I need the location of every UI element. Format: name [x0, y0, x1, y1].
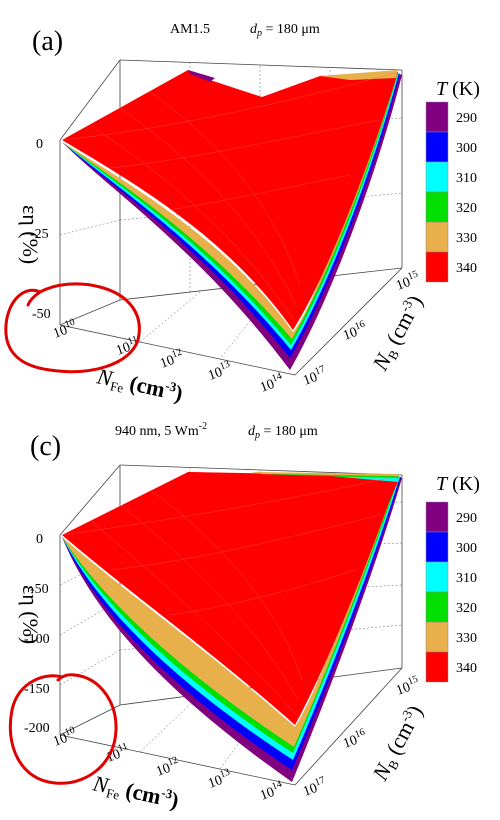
panel-a: (a) AM1.5 dp = 180 μm 0 -25 -50 εη (%) 1…: [4, 22, 480, 408]
z-tick-a-0: 0: [36, 137, 43, 152]
legend-swatch-a-320: [425, 191, 449, 223]
legend-swatch-a-290: [425, 101, 449, 133]
panel-c: (c) 940 nm, 5 Wm-2 dp = 180 μm 0 -50 -10…: [0, 410, 500, 820]
condition-label-c: 940 nm, 5 Wm-2: [115, 421, 207, 439]
legend-label-a-300: 300: [456, 141, 477, 156]
y-axis-label-c: NB (cm-3): [367, 701, 429, 786]
x-axis-label-c: NFe (cm-3): [90, 770, 181, 815]
surface-c: [61, 472, 402, 782]
legend-swatch-c-320: [425, 591, 449, 623]
z-tick-a-2: -50: [32, 307, 51, 322]
legend-title-c: T (K): [436, 473, 480, 495]
legend-swatch-c-290: [425, 501, 449, 533]
surface-layer-340: [62, 70, 398, 330]
y-tick-c-2: 1017: [300, 775, 329, 800]
x-ticks-a: 1010 1011 1012 1013 1014: [50, 317, 286, 396]
legend-label-c-320: 320: [456, 601, 477, 616]
y-ticks-c: 1015 1016 1017: [300, 674, 422, 800]
panel-label-a: (a): [32, 26, 63, 57]
x-tick-a-0: 1010: [50, 317, 79, 342]
legend-a: T (K) 290 300 310 320 330 340: [425, 78, 480, 283]
legend-swatch-a-340: [425, 251, 449, 283]
legend-label-c-330: 330: [456, 631, 477, 646]
x-ticks-c: 1010 1011 1012 1013 1014: [50, 725, 286, 804]
legend-label-c-310: 310: [456, 571, 477, 586]
thickness-label-a: dp = 180 μm: [250, 22, 320, 39]
z-tick-c-2: -100: [24, 632, 50, 647]
condition-label-a: AM1.5: [170, 22, 210, 37]
legend-swatch-a-330: [425, 221, 449, 253]
legend-label-a-290: 290: [456, 111, 477, 126]
x-tick-c-0: 1010: [50, 725, 79, 750]
legend-label-c-340: 340: [456, 661, 477, 676]
z-axis-label-a: εη (%): [18, 205, 43, 264]
x-tick-a-2: 1012: [157, 347, 186, 372]
chart-a-svg: (a) AM1.5 dp = 180 μm 0 -25 -50 εη (%) 1…: [4, 22, 480, 408]
y-tick-c-0: 1015: [393, 674, 422, 699]
surface-layer-330: [62, 476, 398, 747]
legend-label-a-330: 330: [456, 231, 477, 246]
annotation-circle-a: [4, 282, 141, 374]
legend-swatches-a: [425, 101, 449, 283]
chart-c-svg: (c) 940 nm, 5 Wm-2 dp = 180 μm 0 -50 -10…: [8, 421, 480, 815]
legend-label-c-290: 290: [456, 511, 477, 526]
x-tick-c-1: 1011: [103, 741, 131, 766]
y-tick-a-2: 1017: [300, 364, 329, 389]
x-tick-c-3: 1013: [205, 767, 234, 792]
z-axis-label-c: εη (%): [18, 585, 43, 644]
z-tick-c-1: -50: [30, 582, 49, 597]
legend-title-a: T (K): [436, 78, 480, 100]
annotation-circle-c: [8, 673, 118, 785]
legend-swatch-c-340: [425, 651, 449, 683]
x-axis-label-a: NFe (cm-3): [94, 363, 185, 408]
y-axis-label-a: NB (cm-3): [367, 291, 429, 376]
panel-label-c: (c): [30, 431, 61, 462]
z-tick-a-1: -25: [30, 227, 49, 242]
legend-label-a-310: 310: [456, 171, 477, 186]
y-tick-a-0: 1015: [393, 269, 422, 294]
z-tick-c-0: 0: [36, 532, 43, 547]
legend-label-a-320: 320: [456, 201, 477, 216]
x-tick-c-2: 1012: [153, 755, 182, 780]
legend-label-c-300: 300: [456, 541, 477, 556]
y-tick-c-1: 1016: [340, 727, 369, 752]
legend-swatch-c-300: [425, 531, 449, 563]
legend-swatch-c-310: [425, 561, 449, 593]
z-tick-c-4: -200: [24, 721, 50, 736]
surface-a: [61, 70, 402, 370]
x-tick-c-4: 1014: [257, 779, 286, 804]
y-tick-a-1: 1016: [340, 319, 369, 344]
legend-label-a-340: 340: [456, 261, 477, 276]
x-tick-a-4: 1014: [257, 371, 286, 396]
legend-swatch-c-330: [425, 621, 449, 653]
y-ticks-a: 1015 1016 1017: [300, 269, 422, 389]
x-tick-a-3: 1013: [205, 359, 234, 384]
z-tick-c-3: -150: [24, 682, 50, 697]
legend-swatch-a-300: [425, 131, 449, 163]
legend-c: T (K) 290 300 310 320 330 340: [425, 473, 480, 683]
thickness-label-c: dp = 180 μm: [248, 424, 318, 441]
legend-swatch-a-310: [425, 161, 449, 193]
legend-swatches-c: [425, 501, 449, 683]
